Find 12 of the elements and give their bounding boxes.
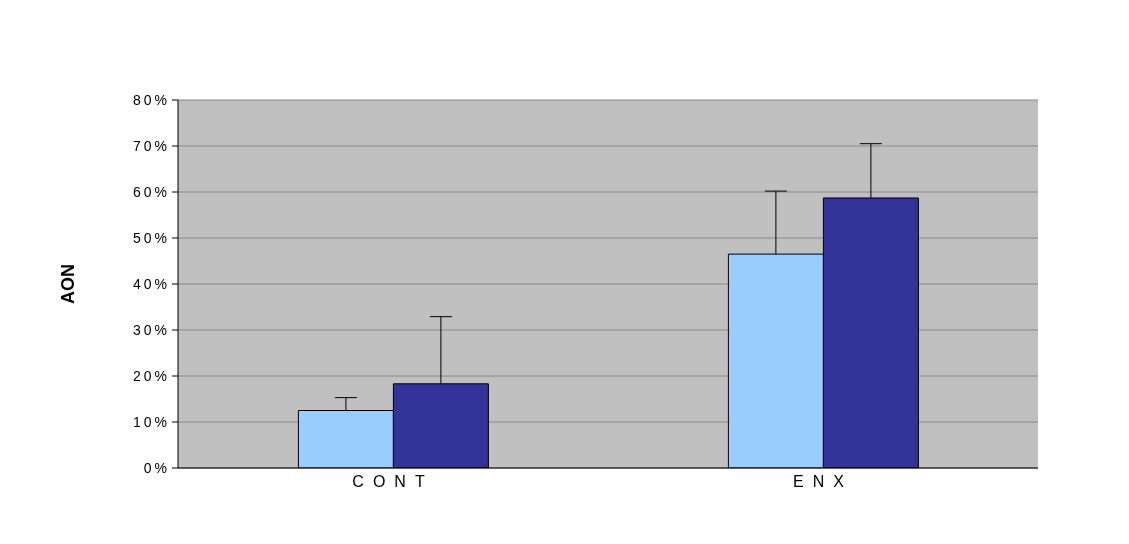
y-tick-label: 40% bbox=[132, 275, 170, 292]
y-tick-label: 10% bbox=[132, 413, 170, 430]
x-tick-label: CONT bbox=[352, 473, 434, 491]
y-axis-title: AON bbox=[58, 264, 79, 304]
y-tick-label: 20% bbox=[132, 367, 170, 384]
y-tick-label: 60% bbox=[132, 183, 170, 200]
y-tick-label: 70% bbox=[132, 137, 170, 154]
y-tick-label: 0% bbox=[143, 459, 170, 476]
y-tick-label: 80% bbox=[132, 91, 170, 108]
x-tick-label: ENX bbox=[793, 473, 853, 491]
y-tick-label: 30% bbox=[132, 321, 170, 338]
y-tick-label: 50% bbox=[132, 229, 170, 246]
